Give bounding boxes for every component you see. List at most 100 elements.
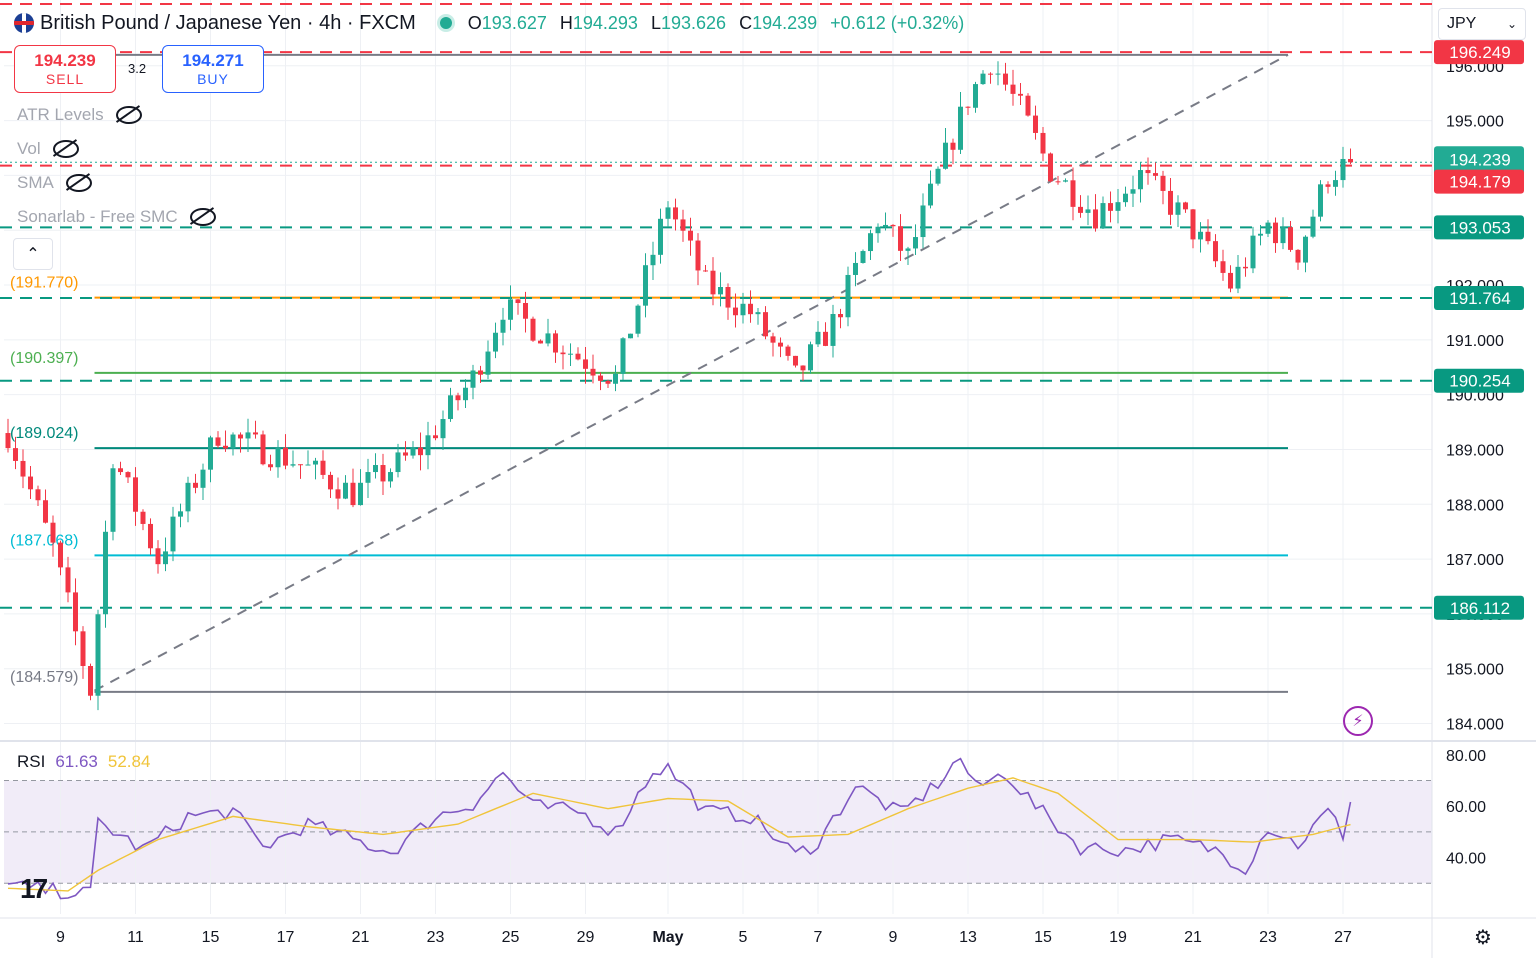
indicator-atr-levels[interactable]: ATR Levels [17,105,142,125]
level-price-label-bg [1434,40,1524,65]
candle-body [35,489,41,501]
candle-body [28,476,33,490]
x-tick-label: 15 [1034,929,1052,946]
candle-body [523,302,528,319]
x-tick-label: 11 [127,929,144,946]
level-price-label: 186.112 [1450,599,1510,618]
candle-body [1033,115,1038,133]
settings-icon[interactable]: ⚙ [1474,926,1492,949]
candle-body [1205,231,1211,242]
candle-body [515,299,521,303]
rsi-ma-value: 52.84 [107,752,151,771]
candle-body [283,447,288,466]
level-price-label: 194.179 [1449,173,1510,192]
x-tick-label: 23 [1259,929,1277,946]
candle-body [1168,190,1173,215]
candle-body [1198,231,1203,240]
candle-body [245,432,251,439]
candle-body [1213,241,1218,262]
fib-level-label: (191.770) [10,275,79,292]
rsi-value: 61.63 [55,752,98,771]
x-tick-label: 25 [502,929,520,946]
candle-body [1310,216,1316,237]
candle-body [808,344,813,371]
currency-select[interactable]: JPY ⌄ [1438,8,1526,40]
candle-body [373,465,378,473]
candle-body [793,355,798,366]
hidden-eye-icon[interactable] [52,140,79,158]
level-price-label: 191.764 [1449,289,1510,308]
flash-icon[interactable]: ⚡ [1343,706,1373,736]
rsi-y-tick-label: 80.00 [1446,748,1486,765]
candle-body [568,353,573,355]
indicator-sonarlab-smc[interactable]: Sonarlab - Free SMC [17,207,216,227]
candle-body [883,224,888,227]
candle-body [950,142,956,150]
symbol-title[interactable]: British Pound / Japanese Yen · 4h · FXCM [40,11,416,34]
fib-level-label: (187.068) [10,532,79,549]
hidden-eye-icon[interactable] [189,208,216,226]
level-price-label: 193.053 [1449,218,1510,237]
y-tick-label: 189.000 [1446,442,1504,459]
candle-body [920,205,926,238]
candle-body [1115,202,1121,211]
trend-line [94,53,1289,692]
rsi-title: RSI [17,752,46,771]
candle-body [1123,193,1128,203]
candle-body [538,340,543,344]
rsi-legend: RSI 61.63 52.84 [17,752,150,772]
candle-body [665,207,671,219]
candle-body [508,299,513,320]
candle-body [20,460,26,477]
buy-price: 194.271 [182,51,244,70]
candle-body [148,523,153,549]
candle-body [260,434,266,465]
candle-body [125,472,131,478]
candle-body [193,482,198,488]
candle-body [890,224,896,227]
indicator-sma[interactable]: SMA [17,173,92,193]
candle-body [88,666,93,696]
candle-body [770,336,776,343]
candle-body [875,226,881,234]
candle-body [95,614,101,696]
level-price-label-bg [1434,215,1524,240]
candle-body [590,368,596,376]
collapse-legend-button[interactable]: ⌃ [13,238,53,270]
tradingview-logo[interactable]: 17 [20,873,48,904]
gbp-jpy-flag-icon [14,13,34,33]
x-tick-label: 9 [56,929,65,946]
candle-body [620,338,626,374]
candle-body [463,387,468,401]
rsi-y-tick-label: 40.00 [1446,851,1486,868]
hidden-eye-icon[interactable] [115,106,142,124]
candle-body [605,380,611,384]
candle-body [763,312,768,337]
candle-body [830,314,836,346]
candle-body [733,307,738,316]
rsi-y-tick-label: 60.00 [1446,799,1486,816]
candle-body [433,435,438,439]
candle-body [680,219,686,231]
x-tick-label: 29 [577,929,595,946]
chevron-up-icon: ⌃ [26,246,40,263]
x-tick-label: 23 [427,929,445,946]
candle-body [500,319,506,333]
candle-body [613,373,618,384]
candle-body [710,270,716,295]
hidden-eye-icon[interactable] [65,174,92,192]
candle-body [545,333,551,344]
indicator-vol[interactable]: Vol [17,139,79,159]
candle-body [1273,222,1278,244]
candle-body [380,465,386,482]
candle-body [740,303,746,316]
fib-level-label: (190.397) [10,350,79,367]
sell-button[interactable]: 194.239 SELL [14,45,116,93]
candle-body [73,592,78,632]
candle-body [215,437,221,446]
sell-label: SELL [45,71,85,87]
level-price-label-bg [1434,285,1524,310]
buy-button[interactable]: 194.271 BUY [162,45,264,93]
candle-body [208,437,213,470]
